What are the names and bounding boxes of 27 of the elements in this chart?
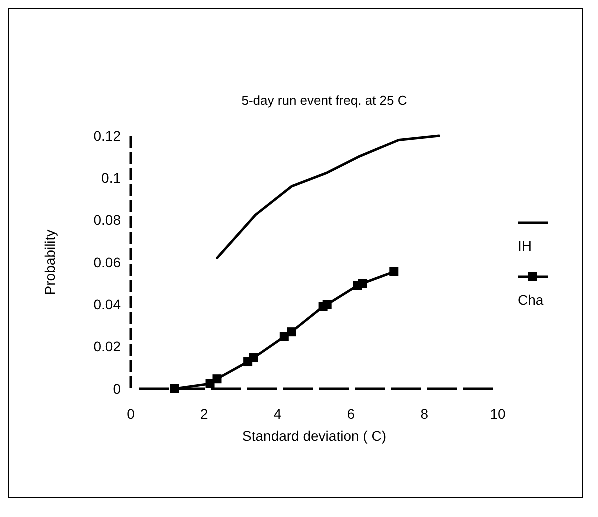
y-axis-title: Probability [42,230,58,296]
legend-label: Cha [518,292,544,308]
point [249,354,258,363]
x-tick-label: 8 [420,406,429,422]
chart-title: 5-day run event freq. at 25 C [242,93,408,108]
x-tick-label: 4 [274,406,282,422]
point [280,332,289,342]
y-tick-label: 0 [113,380,122,397]
y-tick-label: 0.06 [94,254,122,270]
y-tick-label: 0.04 [94,296,122,313]
point [358,279,368,288]
y-tick-label: 0.1 [102,170,122,186]
point [390,267,399,276]
x-tick-label: 2 [200,406,208,422]
x-axis-title: Standard deviation ( C) [242,428,386,444]
line-series [216,134,441,260]
x-tick-label: 10 [490,406,506,422]
legend-label: IH [518,238,532,254]
y-tick-label: 0.12 [94,128,122,144]
y-tick-label: 0.08 [94,212,122,228]
x-tick-label: 6 [347,406,356,422]
y-tick-label: 0.02 [94,338,122,355]
point [212,374,222,384]
x-tick-label: 0 [127,406,136,422]
point [322,300,332,310]
point [170,384,180,394]
point [287,328,296,337]
